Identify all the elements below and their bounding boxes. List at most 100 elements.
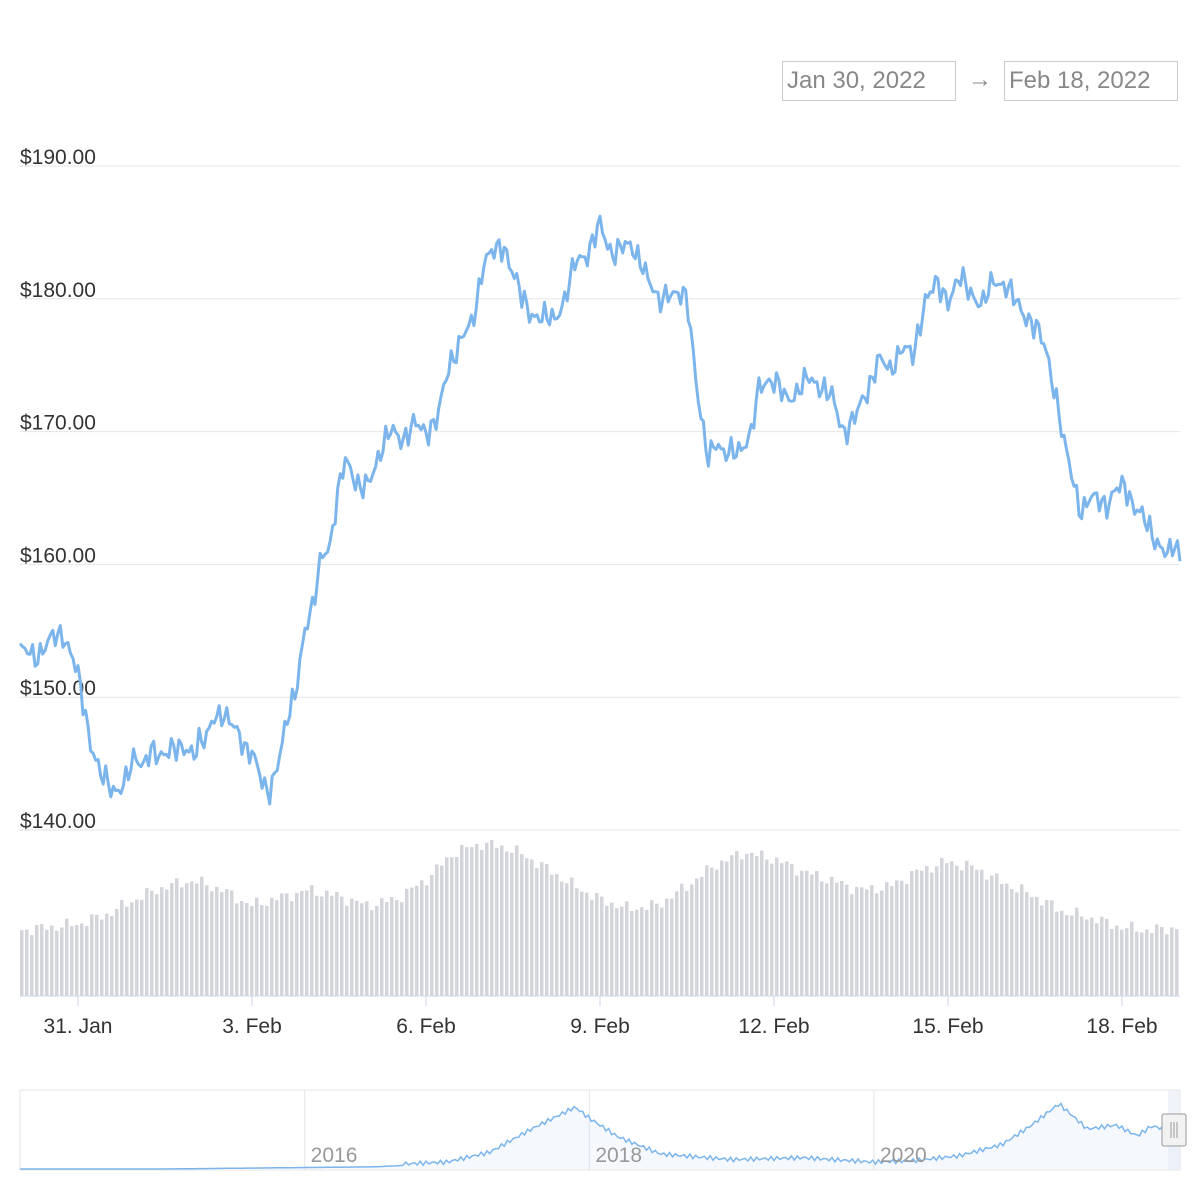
navigator-frame bbox=[19, 1089, 1181, 1171]
volume-bar bbox=[490, 840, 494, 996]
volume-bar bbox=[60, 927, 64, 996]
volume-bar bbox=[215, 886, 219, 996]
volume-bar bbox=[900, 880, 904, 996]
volume-bar bbox=[855, 886, 859, 996]
volume-bar bbox=[995, 873, 999, 996]
volume-bar bbox=[530, 859, 534, 996]
volume-bar bbox=[525, 858, 529, 996]
volume-bar bbox=[210, 891, 214, 996]
volume-bar bbox=[345, 905, 349, 996]
volume-bar bbox=[1125, 928, 1129, 996]
volume-bar bbox=[585, 892, 589, 996]
volume-bar bbox=[740, 859, 744, 996]
volume-bar bbox=[1140, 932, 1144, 996]
volume-bar bbox=[170, 883, 174, 996]
volume-bar bbox=[935, 866, 939, 996]
volume-bar bbox=[460, 844, 464, 996]
volume-bar bbox=[390, 897, 394, 996]
volume-bar bbox=[870, 885, 874, 996]
volume-bar bbox=[535, 868, 539, 996]
volume-bar bbox=[850, 894, 854, 996]
volume-bar bbox=[735, 851, 739, 996]
volume-bar bbox=[280, 893, 284, 996]
volume-bar bbox=[865, 889, 869, 996]
volume-bar bbox=[1095, 923, 1099, 996]
volume-bar bbox=[895, 880, 899, 996]
volume-bar bbox=[655, 903, 659, 996]
volume-bar bbox=[305, 890, 309, 996]
x-tick-label: 31. Jan bbox=[44, 1015, 113, 1038]
volume-bar bbox=[330, 895, 334, 996]
volume-bar bbox=[95, 914, 99, 996]
volume-bar bbox=[915, 869, 919, 996]
volume-bar bbox=[960, 870, 964, 996]
volume-bar bbox=[840, 881, 844, 996]
volume-bar bbox=[1055, 911, 1059, 996]
volume-bar bbox=[875, 893, 879, 996]
volume-bar bbox=[175, 878, 179, 996]
volume-bar bbox=[1160, 927, 1164, 996]
volume-bar bbox=[1025, 892, 1029, 996]
volume-bar bbox=[990, 875, 994, 996]
volume-bar bbox=[665, 898, 669, 996]
volume-bar bbox=[560, 881, 564, 996]
range-arrow-icon: → bbox=[968, 66, 992, 93]
volume-bar bbox=[380, 898, 384, 996]
volume-bar bbox=[625, 901, 629, 996]
volume-bar bbox=[830, 876, 834, 996]
volume-bar bbox=[35, 925, 39, 996]
volume-bar bbox=[920, 870, 924, 996]
volume-bar bbox=[270, 897, 274, 996]
volume-bar bbox=[135, 899, 139, 996]
volume-bar bbox=[80, 923, 84, 996]
range-from-input[interactable]: Jan 30, 2022 bbox=[782, 61, 956, 101]
volume-bar bbox=[680, 883, 684, 996]
volume-bar bbox=[880, 890, 884, 996]
navigator[interactable]: 2016 2018 2020 bbox=[19, 1089, 1187, 1171]
volume-bar bbox=[465, 847, 469, 996]
volume-bar bbox=[415, 885, 419, 996]
volume-bar bbox=[440, 865, 444, 996]
volume-bar bbox=[125, 906, 129, 996]
volume-bar bbox=[50, 925, 54, 996]
volume-bar bbox=[885, 882, 889, 996]
volume-bar bbox=[720, 860, 724, 996]
volume-bar bbox=[410, 887, 414, 996]
volume-bar bbox=[970, 865, 974, 996]
volume-bar bbox=[500, 845, 504, 996]
volume-bar bbox=[785, 861, 789, 996]
volume-bar bbox=[70, 926, 74, 996]
y-tick-label: $190.00 bbox=[20, 146, 96, 169]
volume-bar bbox=[455, 857, 459, 996]
volume-bar bbox=[615, 908, 619, 996]
volume-bar bbox=[140, 899, 144, 996]
volume-bar bbox=[290, 901, 294, 996]
navigator-line bbox=[20, 1102, 1181, 1170]
volume-bar bbox=[580, 891, 584, 996]
volume-bar bbox=[660, 907, 664, 996]
x-tick-label: 3. Feb bbox=[222, 1015, 282, 1038]
volume-bar bbox=[420, 880, 424, 996]
volume-bar bbox=[1155, 924, 1159, 996]
volume-bar bbox=[495, 847, 499, 996]
volume-bar bbox=[1015, 892, 1019, 996]
volume-bar bbox=[1120, 929, 1124, 996]
volume-bar bbox=[165, 889, 169, 996]
volume-bar bbox=[685, 890, 689, 996]
volume-bar bbox=[25, 929, 29, 996]
range-to-input[interactable]: Feb 18, 2022 bbox=[1004, 61, 1178, 101]
volume-bar bbox=[950, 861, 954, 996]
volume-bar bbox=[350, 898, 354, 996]
volume-bar bbox=[620, 906, 624, 996]
navigator-year-label: 2020 bbox=[880, 1144, 927, 1167]
volume-bar bbox=[30, 935, 34, 996]
volume-bar bbox=[905, 883, 909, 996]
volume-bar bbox=[555, 874, 559, 996]
volume-bar bbox=[1035, 897, 1039, 996]
volume-bar bbox=[340, 896, 344, 996]
volume-bar bbox=[505, 851, 509, 996]
volume-bar bbox=[710, 867, 714, 996]
volume-bar bbox=[1000, 884, 1004, 996]
navigator-year-label: 2016 bbox=[311, 1144, 358, 1167]
